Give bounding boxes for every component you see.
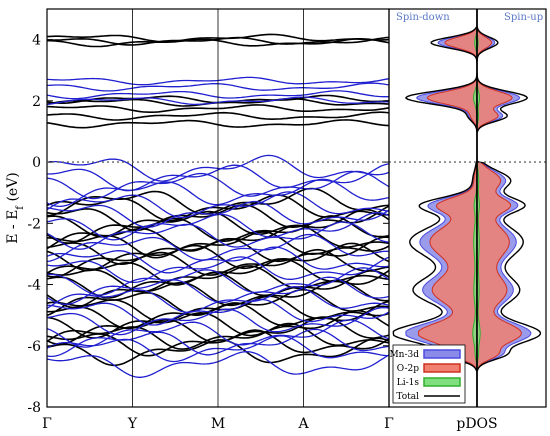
band-y-ticks: 4 2 0 -2 -4 -6 -8: [27, 33, 389, 416]
pdos-legend: Mn-3d O-2p Li-1s Total: [389, 344, 466, 404]
pdos-plot-frame: [388, 8, 547, 408]
y-axis-label: E - Ef (eV): [5, 172, 26, 244]
spin-up-label: Spin-up: [504, 12, 543, 23]
kpoint-label: A: [297, 416, 309, 432]
y-tick-label: 4: [32, 33, 41, 49]
kpoint-dividers: [132, 9, 304, 407]
y-tick-label: -4: [27, 278, 41, 294]
legend-label: O-2p: [397, 364, 419, 374]
kpoint-label: Γ: [42, 416, 52, 432]
pdos-x-label: pDOS: [456, 416, 497, 432]
y-tick-label: -2: [27, 216, 41, 232]
kpoint-label: M: [211, 416, 225, 432]
pdos-curves: [392, 9, 542, 407]
y-tick-label: -8: [27, 400, 41, 416]
legend-label: Total: [396, 392, 419, 402]
spin-down-label: Spin-down: [396, 12, 450, 23]
y-tick-label: 0: [32, 155, 41, 171]
kpoint-label: Γ: [384, 416, 394, 432]
legend-label: Li-1s: [397, 378, 420, 388]
kpoint-label: Y: [127, 416, 138, 432]
y-tick-label: 2: [32, 94, 41, 110]
legend-label: Mn-3d: [389, 350, 419, 360]
y-tick-label: -6: [27, 339, 41, 355]
legend-swatch: [423, 377, 461, 387]
legend-swatch: [423, 349, 461, 359]
legend-swatch: [423, 363, 461, 373]
